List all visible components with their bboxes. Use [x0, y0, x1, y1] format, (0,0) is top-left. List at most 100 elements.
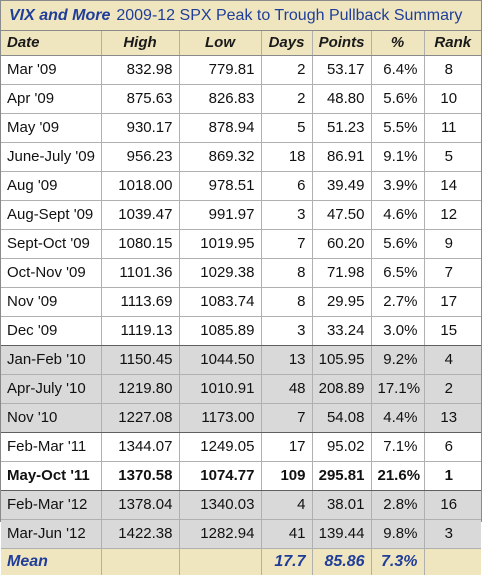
- rank-cell: 16: [423, 490, 481, 520]
- rank-cell: 12: [423, 200, 481, 230]
- table-row: May-Oct '11 1370.58 1074.77 109 295.81 21.6% 1: [1, 461, 481, 491]
- rank-cell: 17: [423, 287, 481, 317]
- table-row: May '09 930.17 878.94 5 51.23 5.5% 11: [1, 113, 481, 143]
- percent-cell: 6.5%: [370, 258, 424, 288]
- mean-label: Mean: [1, 547, 101, 575]
- percent-cell: 7.1%: [370, 432, 424, 462]
- high-cell: 1113.69: [100, 287, 179, 317]
- days-cell: 13: [260, 345, 312, 375]
- percent-cell: 6.4%: [370, 55, 424, 85]
- column-header-date: Date: [1, 31, 101, 56]
- table-title-bar: VIX and More 2009-12 SPX Peak to Trough P…: [1, 1, 481, 31]
- pullback-summary-table: Date High Low Days Points % Rank Mar '09…: [1, 31, 481, 575]
- points-cell: 33.24: [311, 316, 371, 346]
- days-cell: 2: [260, 84, 312, 114]
- mean-rank-cell: [423, 547, 481, 575]
- days-cell: 4: [260, 490, 312, 520]
- high-cell: 956.23: [100, 142, 179, 172]
- points-cell: 95.02: [311, 432, 371, 462]
- low-cell: 1282.94: [178, 519, 261, 549]
- high-cell: 930.17: [100, 113, 179, 143]
- date-cell: Aug '09: [1, 171, 101, 201]
- high-cell: 1119.13: [100, 316, 179, 346]
- percent-cell: 9.8%: [370, 519, 424, 549]
- high-cell: 1219.80: [100, 374, 179, 404]
- date-cell: Apr '09: [1, 84, 101, 114]
- percent-cell: 17.1%: [370, 374, 424, 404]
- high-cell: 1101.36: [100, 258, 179, 288]
- points-cell: 48.80: [311, 84, 371, 114]
- rank-cell: 10: [423, 84, 481, 114]
- points-cell: 86.91: [311, 142, 371, 172]
- column-header-points: Points: [311, 31, 371, 56]
- percent-cell: 2.8%: [370, 490, 424, 520]
- high-cell: 1150.45: [100, 345, 179, 375]
- column-header-percent: %: [370, 31, 424, 56]
- column-header-high: High: [100, 31, 179, 56]
- column-header-days: Days: [260, 31, 312, 56]
- low-cell: 978.51: [178, 171, 261, 201]
- mean-percent: 7.3%: [370, 547, 424, 575]
- table-row: Apr-July '10 1219.80 1010.91 48 208.89 17.1% 2: [1, 374, 481, 404]
- points-cell: 60.20: [311, 229, 371, 259]
- low-cell: 1019.95: [178, 229, 261, 259]
- table-row: Feb-Mar '12 1378.04 1340.03 4 38.01 2.8% 16: [1, 490, 481, 520]
- rank-cell: 9: [423, 229, 481, 259]
- low-cell: 878.94: [178, 113, 261, 143]
- mean-points: 85.86: [311, 547, 371, 575]
- rank-cell: 13: [423, 403, 481, 433]
- column-header-low: Low: [178, 31, 261, 56]
- low-cell: 1173.00: [178, 403, 261, 433]
- percent-cell: 3.0%: [370, 316, 424, 346]
- high-cell: 1378.04: [100, 490, 179, 520]
- points-cell: 29.95: [311, 287, 371, 317]
- table-row: June-July '09 956.23 869.32 18 86.91 9.1% 5: [1, 142, 481, 172]
- low-cell: 1340.03: [178, 490, 261, 520]
- date-cell: Apr-July '10: [1, 374, 101, 404]
- percent-cell: 5.6%: [370, 84, 424, 114]
- high-cell: 832.98: [100, 55, 179, 85]
- points-cell: 71.98: [311, 258, 371, 288]
- date-cell: May-Oct '11: [1, 461, 101, 491]
- table-row: Apr '09 875.63 826.83 2 48.80 5.6% 10: [1, 84, 481, 114]
- date-cell: Nov '10: [1, 403, 101, 433]
- table-row: Dec '09 1119.13 1085.89 3 33.24 3.0% 15: [1, 316, 481, 346]
- days-cell: 48: [260, 374, 312, 404]
- mean-low-cell: [178, 547, 261, 575]
- date-cell: Nov '09: [1, 287, 101, 317]
- table-row: Aug-Sept '09 1039.47 991.97 3 47.50 4.6% 12: [1, 200, 481, 230]
- low-cell: 1029.38: [178, 258, 261, 288]
- low-cell: 1074.77: [178, 461, 261, 491]
- table-row: Feb-Mar '11 1344.07 1249.05 17 95.02 7.1% 6: [1, 432, 481, 462]
- date-cell: Aug-Sept '09: [1, 200, 101, 230]
- percent-cell: 5.6%: [370, 229, 424, 259]
- rank-cell: 11: [423, 113, 481, 143]
- high-cell: 1080.15: [100, 229, 179, 259]
- low-cell: 826.83: [178, 84, 261, 114]
- column-header-rank: Rank: [423, 31, 481, 56]
- points-cell: 47.50: [311, 200, 371, 230]
- table-row: Aug '09 1018.00 978.51 6 39.49 3.9% 14: [1, 171, 481, 201]
- days-cell: 18: [260, 142, 312, 172]
- high-cell: 1344.07: [100, 432, 179, 462]
- table-row: Sept-Oct '09 1080.15 1019.95 7 60.20 5.6% 9: [1, 229, 481, 259]
- date-cell: Sept-Oct '09: [1, 229, 101, 259]
- rank-cell: 1: [423, 461, 481, 491]
- low-cell: 1083.74: [178, 287, 261, 317]
- date-cell: Mar-Jun '12: [1, 519, 101, 549]
- percent-cell: 3.9%: [370, 171, 424, 201]
- date-cell: Jan-Feb '10: [1, 345, 101, 375]
- date-cell: Dec '09: [1, 316, 101, 346]
- days-cell: 3: [260, 316, 312, 346]
- date-cell: June-July '09: [1, 142, 101, 172]
- points-cell: 39.49: [311, 171, 371, 201]
- rank-cell: 15: [423, 316, 481, 346]
- days-cell: 7: [260, 403, 312, 433]
- rank-cell: 5: [423, 142, 481, 172]
- table-body: Mar '09 832.98 779.81 2 53.17 6.4% 8 Apr '09 875…: [1, 55, 481, 549]
- high-cell: 1018.00: [100, 171, 179, 201]
- points-cell: 38.01: [311, 490, 371, 520]
- high-cell: 1422.38: [100, 519, 179, 549]
- points-cell: 208.89: [311, 374, 371, 404]
